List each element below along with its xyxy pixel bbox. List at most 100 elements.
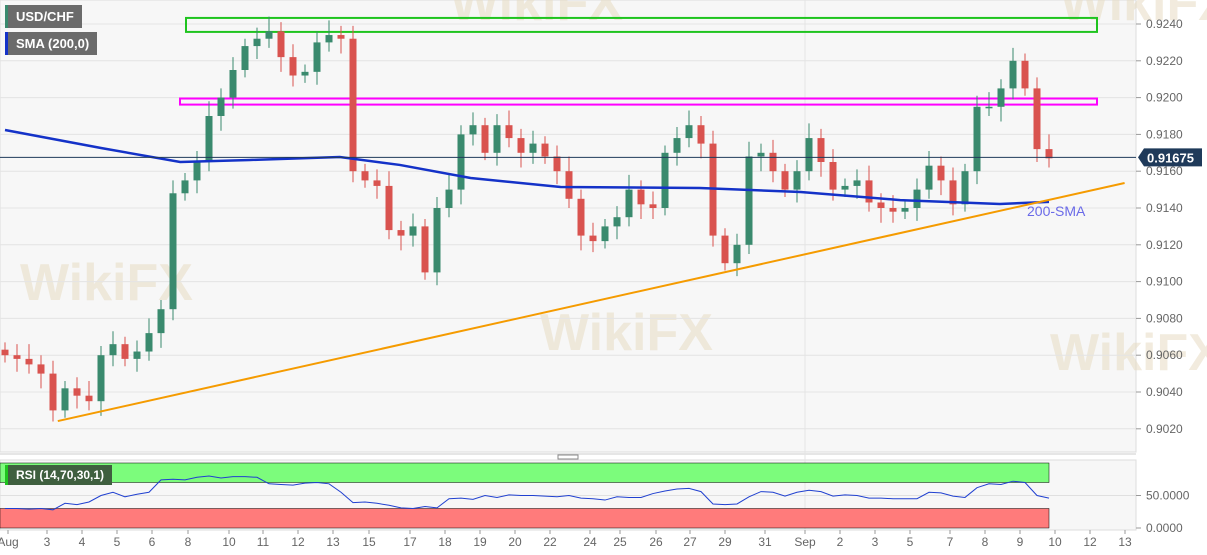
candle-body [889,208,897,212]
candle-body [1,349,9,356]
x-tick-label: 15 [362,535,376,549]
x-tick-label: 3 [872,535,879,549]
y-tick-label: 0.9080 [1146,311,1183,325]
x-tick-label: 12 [291,535,305,549]
candle-body [901,208,909,212]
y-tick-label: 0.9240 [1146,17,1183,31]
symbol-legend[interactable]: USD/CHF [5,5,82,28]
candle-body [457,134,465,190]
candle-body [205,116,213,162]
y-tick-label: 0.9180 [1146,127,1183,141]
last-price-label: 0.91675 [1147,150,1194,165]
sma-legend[interactable]: SMA (200,0) [5,32,98,55]
y-tick-label: 0.9160 [1146,164,1183,178]
x-tick-label: 13 [326,535,340,549]
resistance-zone [179,97,1098,106]
candle-body [337,35,345,39]
candle-body [793,171,801,190]
x-tick-label: 3 [44,535,51,549]
candle-body [769,152,777,172]
candle-body [493,125,501,153]
last-price-badge [1138,148,1202,167]
candle-body [49,373,57,411]
candle-body [721,235,729,264]
candle-body [973,106,981,172]
pane-resize-handle[interactable] [557,454,579,460]
y-tick-label: 0.9040 [1146,385,1183,399]
x-tick-label: 6 [149,535,156,549]
candle-body [301,71,309,76]
candle-body [241,46,249,70]
candle-body [169,193,177,310]
candle-body [97,355,105,402]
x-tick-label: 12 [1083,535,1097,549]
x-tick-label: 10 [1048,535,1062,549]
watermark-logo: WikiFX [450,0,623,32]
candle-body [877,202,885,208]
x-tick-label: 26 [649,535,663,549]
x-tick-label: 2 [837,535,844,549]
candle-body [673,138,681,153]
candle-body [421,226,429,273]
candle-body [385,185,393,231]
candle-body [109,344,117,356]
candle-body [37,364,45,374]
candle-body [853,180,861,186]
watermark-logo: WikiFX [1060,0,1207,32]
rsi-y-tick-label: 50.0000 [1146,489,1190,503]
candle-body [265,31,273,39]
candle-body [649,204,657,208]
watermark-logo: WikiFX [540,304,713,362]
candle-body [145,333,153,352]
candle-body [577,198,585,236]
candle-body [985,106,993,109]
candle-body [193,162,201,181]
candle-body [25,358,33,365]
x-tick-label: 9 [1017,535,1024,549]
candle-body [1045,149,1053,159]
candle-body [121,344,129,359]
candle-body [637,189,645,205]
x-tick-label: 5 [907,535,914,549]
y-tick-label: 0.9200 [1146,91,1183,105]
x-tick-label: 4 [79,535,86,549]
y-tick-label: 0.9220 [1146,54,1183,68]
x-tick-label: 29 [718,535,732,549]
candle-body [601,226,609,242]
candle-body [61,388,69,411]
candle-body [85,395,93,402]
candle-body [565,171,573,199]
candle-body [685,125,693,139]
rsi-legend[interactable]: RSI (14,70,30,1) [5,465,113,485]
candle-body [733,244,741,264]
candle-body [469,125,477,135]
main-plot-area [0,0,1137,453]
candle-body [361,171,369,181]
x-tick-label: 13 [1118,535,1132,549]
candle-body [1009,60,1017,89]
candle-body [913,189,921,208]
candle-body [133,351,141,359]
candle-body [157,309,165,334]
candle-body [949,180,957,205]
candle-body [253,38,261,47]
candle-body [841,185,849,190]
candle-body [397,230,405,236]
candle-body [1021,60,1029,89]
candle-body [865,180,873,203]
rsi-y-tick-label: 0.0000 [1146,521,1183,535]
candle-body [625,189,633,218]
x-tick-label: 10 [222,535,236,549]
candle-body [805,138,813,172]
watermark-logo: WikiFX [20,254,193,312]
candle-body [661,152,669,208]
candle-body [553,156,561,172]
candle-body [325,35,333,43]
rsi-overbought-zone [0,462,1050,483]
x-tick-label: 25 [613,535,627,549]
watermark-logo: WikiFX [1050,324,1207,382]
candle-body [313,42,321,72]
candle-body [433,208,441,273]
x-tick-label: 22 [543,535,557,549]
